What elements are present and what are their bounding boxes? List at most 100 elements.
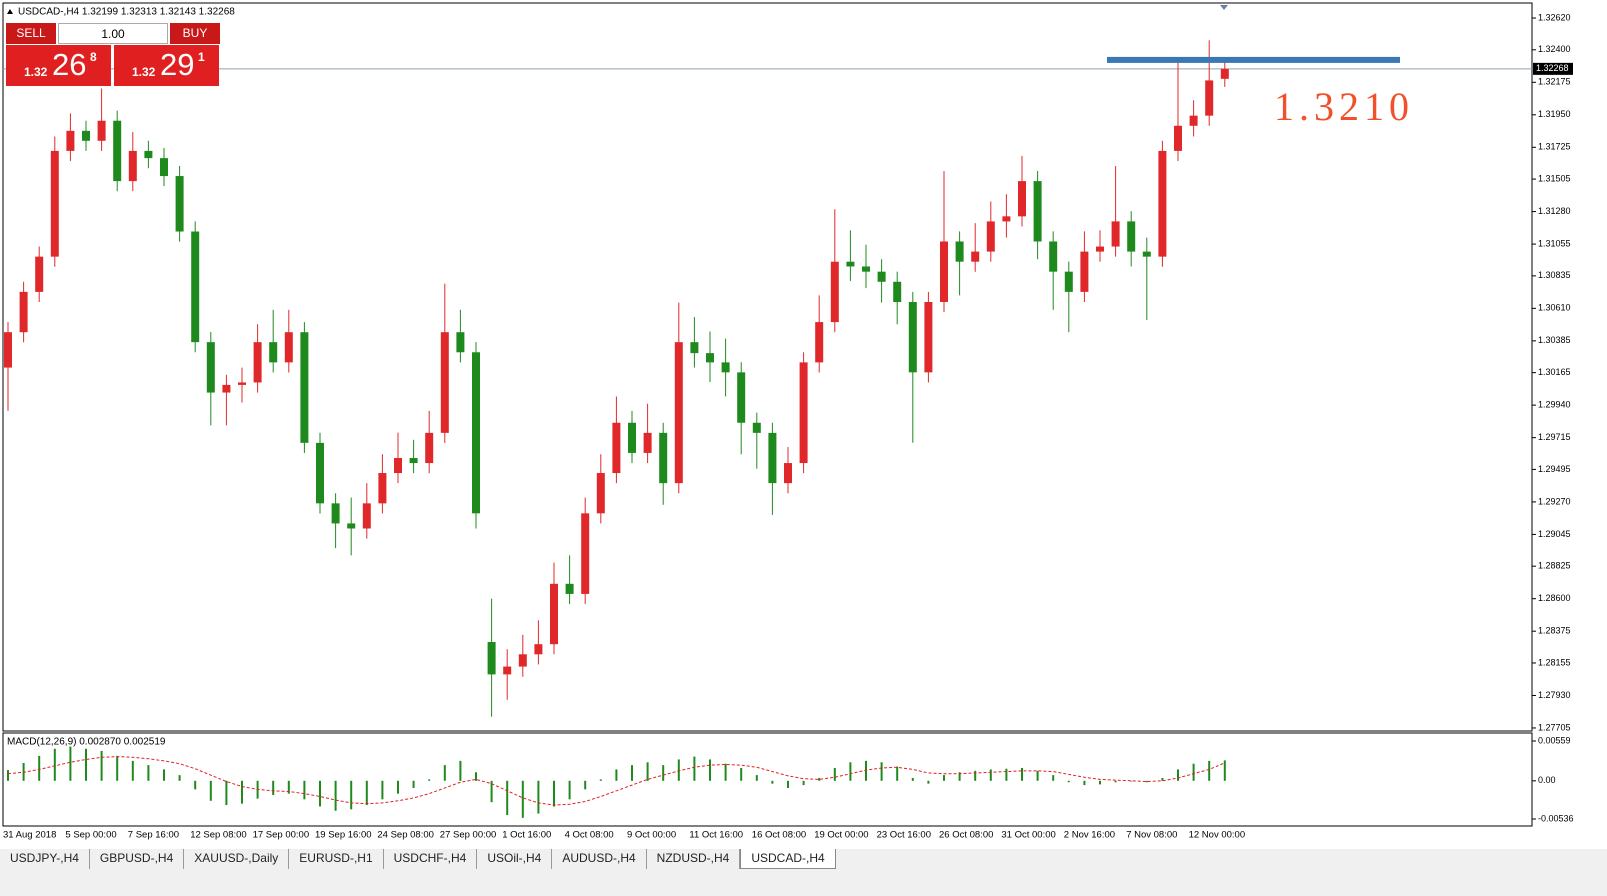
buy-price[interactable]: 1.32 29 1 — [114, 45, 219, 86]
macd-bar — [459, 760, 462, 781]
trade-panel: SELL 1.00 BUY 1.32 26 8 1.32 29 1 — [6, 23, 220, 86]
macd-bar — [521, 780, 524, 818]
level-line — [1107, 56, 1400, 63]
macd-bar — [194, 780, 197, 790]
tab[interactable]: XAUUSD-,Daily — [184, 849, 290, 869]
candle-body — [503, 666, 512, 675]
macd-bar — [1130, 780, 1133, 782]
macd-bar — [1052, 775, 1055, 781]
candle-body — [1033, 181, 1042, 242]
macd-bar — [818, 777, 821, 781]
candle-body — [128, 150, 137, 182]
candle-body — [815, 322, 824, 363]
candle-body — [238, 382, 246, 385]
candle-body — [347, 523, 356, 529]
tab[interactable]: EURUSD-,H1 — [289, 849, 384, 869]
y-tick-label: 1.29045 — [1538, 529, 1571, 539]
candle-body — [284, 332, 293, 363]
macd-bar — [100, 750, 103, 781]
macd-bar — [1192, 763, 1195, 781]
candle-body — [66, 130, 75, 151]
sell-button[interactable]: SELL — [6, 23, 56, 44]
buy-button[interactable]: BUY — [170, 23, 220, 44]
tab[interactable]: USDCAD-,H4 — [740, 849, 836, 869]
candle-body — [300, 332, 309, 443]
y-tick-label: -0.00536 — [1538, 813, 1574, 823]
candle-body — [877, 271, 886, 282]
macd-bar — [287, 780, 290, 794]
collapse-icon — [7, 9, 13, 14]
tab[interactable]: USDCHF-,H4 — [384, 849, 478, 869]
macd-bar — [365, 780, 368, 806]
macd-bar — [787, 780, 789, 788]
macd-bar — [989, 769, 992, 781]
tab[interactable]: AUDUSD-,H4 — [552, 849, 647, 869]
y-tick-label: 1.27930 — [1538, 690, 1571, 700]
candle-body — [737, 372, 746, 423]
macd-bar — [428, 779, 431, 781]
x-tick-label: 4 Oct 08:00 — [565, 830, 614, 841]
candle-body — [581, 513, 590, 594]
candle-body — [144, 150, 153, 159]
lot-input[interactable]: 1.00 — [58, 23, 168, 44]
macd-bar — [490, 780, 493, 803]
macd-bar — [272, 780, 275, 796]
candle-body — [924, 302, 933, 373]
candle-body — [784, 463, 792, 484]
macd-bar — [506, 780, 509, 816]
candle-body — [425, 432, 434, 464]
annotation: 1.3210 — [1274, 84, 1414, 129]
sell-price[interactable]: 1.32 26 8 — [6, 45, 111, 86]
candle-body — [768, 432, 777, 484]
tab[interactable]: NZDUSD-,H4 — [647, 849, 741, 869]
macd-bar — [1145, 780, 1148, 783]
macd-title: MACD(12,26,9) 0.002870 0.002519 — [7, 737, 166, 748]
macd-bar — [131, 760, 134, 781]
macd-bar — [677, 759, 680, 781]
candle-body — [191, 231, 200, 343]
macd-bar — [740, 767, 743, 781]
candle-body — [721, 362, 730, 373]
candle-body — [4, 332, 12, 368]
macd-bar — [69, 746, 72, 781]
macd-bar — [1099, 780, 1101, 785]
x-tick-label: 12 Nov 00:00 — [1189, 830, 1246, 841]
candle-body — [222, 384, 231, 393]
y-tick-label: 1.27705 — [1538, 722, 1571, 732]
candle-body — [893, 281, 902, 302]
candle-body — [409, 458, 418, 464]
candle-body — [550, 583, 558, 645]
candle-body — [1220, 68, 1229, 79]
candle-body — [394, 458, 402, 474]
tab[interactable]: GBPUSD-,H4 — [90, 849, 185, 869]
macd-bar — [553, 780, 555, 807]
y-tick-label: 0.00 — [1538, 775, 1556, 785]
tab[interactable]: USOil-,H4 — [477, 849, 553, 869]
macd-signal — [7, 756, 1225, 806]
y-tick-label: 1.30610 — [1538, 303, 1571, 313]
macd-bar — [646, 762, 649, 781]
candle-body — [643, 432, 652, 453]
macd-bar — [178, 775, 181, 781]
macd-bar — [927, 780, 930, 784]
candle-body — [1002, 216, 1011, 222]
candle-body — [612, 422, 621, 474]
y-tick-label: 1.29715 — [1538, 432, 1571, 442]
lot-value: 1.00 — [101, 27, 125, 41]
tab[interactable]: USDJPY-,H4 — [0, 849, 90, 869]
y-tick-label: 1.32620 — [1538, 12, 1571, 22]
candle-body — [1049, 241, 1058, 272]
macd-bar — [38, 755, 41, 781]
macd-bar — [615, 769, 618, 781]
candle-body — [97, 120, 106, 141]
candle-body — [378, 473, 387, 504]
candle-body — [1096, 246, 1104, 252]
macd-bar — [334, 780, 337, 811]
macd-bar — [85, 748, 87, 781]
x-tick-label: 31 Aug 2018 — [3, 830, 56, 841]
macd-bar — [241, 780, 243, 804]
macd-bar — [1021, 767, 1023, 781]
x-tick-label: 23 Oct 16:00 — [877, 830, 931, 841]
candle-body — [1018, 181, 1026, 217]
x-tick-label: 11 Oct 16:00 — [689, 830, 743, 841]
